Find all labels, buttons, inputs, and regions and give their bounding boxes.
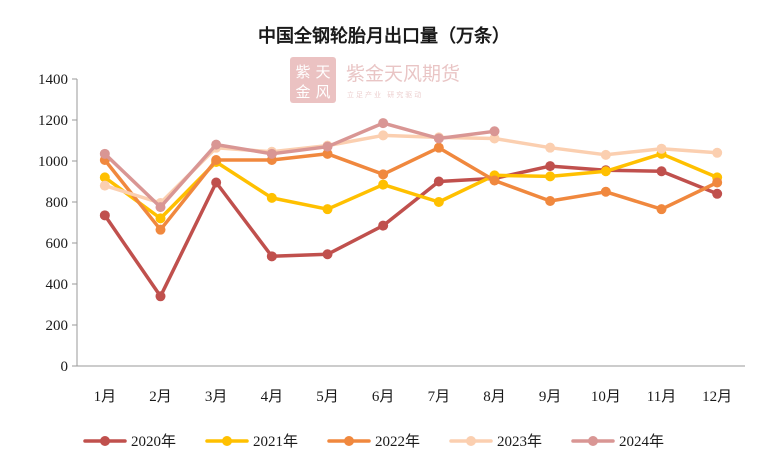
data-point — [155, 213, 166, 224]
data-point — [155, 202, 166, 213]
data-point — [378, 130, 389, 141]
chart-title: 中国全钢轮胎月出口量（万条） — [258, 25, 510, 47]
legend-item: 2020年 — [83, 433, 176, 450]
data-point — [433, 142, 444, 153]
x-tick-label: 4月 — [261, 389, 284, 405]
data-point — [545, 161, 556, 172]
series-layer — [99, 118, 723, 302]
data-point — [99, 210, 110, 221]
data-point — [433, 176, 444, 187]
data-point — [712, 147, 723, 158]
y-tick-label: 1000 — [38, 154, 68, 170]
x-tick-label: 3月 — [205, 389, 228, 405]
watermark-seal-char: 金 — [295, 83, 310, 101]
data-point — [712, 188, 723, 199]
legend-item: 2024年 — [571, 433, 664, 450]
series-4 — [99, 118, 500, 213]
data-point — [656, 143, 667, 154]
data-point — [656, 166, 667, 177]
data-point — [211, 154, 222, 165]
watermark-seal-char: 天 — [315, 63, 330, 81]
x-tick-label: 8月 — [483, 389, 506, 405]
data-point — [600, 186, 611, 197]
data-point — [378, 179, 389, 190]
watermark-name: 紫金天风期货 — [346, 63, 460, 85]
data-point — [155, 224, 166, 235]
data-point — [489, 126, 500, 137]
data-point — [545, 195, 556, 206]
watermark-seal — [290, 57, 336, 103]
x-tick-label: 12月 — [702, 389, 732, 405]
data-point — [155, 291, 166, 302]
data-point — [266, 148, 277, 159]
y-tick-label: 0 — [61, 359, 69, 375]
legend-marker — [466, 436, 476, 446]
data-point — [322, 141, 333, 152]
data-point — [433, 197, 444, 207]
legend-item: 2023年 — [449, 433, 542, 450]
data-point — [656, 204, 667, 215]
series-0 — [99, 161, 723, 302]
axes: 0 200 400 600 800 1000 1200 1400 1月 2月 3月 4月 5月 6月 7月 8… — [38, 72, 745, 405]
legend-label: 2021年 — [253, 433, 298, 450]
watermark-seal-char: 风 — [315, 83, 330, 101]
legend-marker — [222, 436, 232, 446]
x-tick-label: 1月 — [94, 389, 117, 405]
x-tick-label: 10月 — [591, 389, 621, 405]
data-point — [266, 192, 277, 203]
data-point — [489, 133, 500, 144]
data-point — [211, 177, 222, 188]
data-point — [322, 204, 333, 215]
data-point — [545, 171, 556, 182]
legend-marker — [100, 436, 110, 446]
x-tick-label: 5月 — [316, 389, 339, 405]
y-tick-label: 1200 — [38, 113, 68, 129]
series-line — [103, 145, 719, 232]
x-tick-label: 7月 — [428, 389, 451, 405]
watermark: 紫 天 金 风 紫金天风期货 立足产业 研究驱动 — [290, 57, 460, 103]
series-line — [103, 121, 497, 209]
legend-label: 2024年 — [619, 433, 664, 450]
legend-label: 2020年 — [131, 433, 176, 450]
data-point — [712, 177, 723, 188]
y-tick-label: 1400 — [38, 72, 68, 88]
series-line — [103, 164, 719, 299]
data-point — [211, 139, 222, 150]
x-tick-label: 2月 — [149, 389, 172, 405]
data-point — [378, 220, 389, 231]
legend: 2020年 2021年 2022年 2023年 2024年 — [83, 433, 664, 450]
x-tick-label: 9月 — [539, 389, 562, 405]
data-point — [322, 249, 333, 260]
y-tick-label: 400 — [46, 277, 69, 293]
data-point — [545, 142, 556, 153]
x-tick-label: 6月 — [372, 389, 395, 405]
legend-label: 2023年 — [497, 433, 542, 450]
data-point — [99, 180, 110, 191]
data-point — [99, 148, 110, 159]
data-point — [378, 118, 389, 129]
data-point — [99, 172, 110, 183]
legend-item: 2022年 — [327, 433, 420, 450]
watermark-slogan: 立足产业 研究驱动 — [347, 90, 423, 99]
legend-item: 2021年 — [205, 433, 298, 450]
series-2 — [99, 142, 723, 235]
data-point — [322, 148, 333, 159]
data-point — [489, 175, 500, 186]
data-point — [433, 133, 444, 144]
data-point — [600, 166, 611, 177]
y-tick-label: 200 — [46, 318, 69, 334]
data-point — [600, 149, 611, 160]
legend-label: 2022年 — [375, 433, 420, 450]
legend-marker — [344, 436, 354, 446]
y-tick-label: 600 — [46, 236, 69, 252]
data-point — [266, 251, 277, 262]
x-tick-label: 11月 — [647, 389, 676, 405]
watermark-seal-char: 紫 — [295, 63, 310, 81]
legend-marker — [588, 436, 598, 446]
data-point — [378, 169, 389, 180]
y-tick-label: 800 — [46, 195, 69, 211]
